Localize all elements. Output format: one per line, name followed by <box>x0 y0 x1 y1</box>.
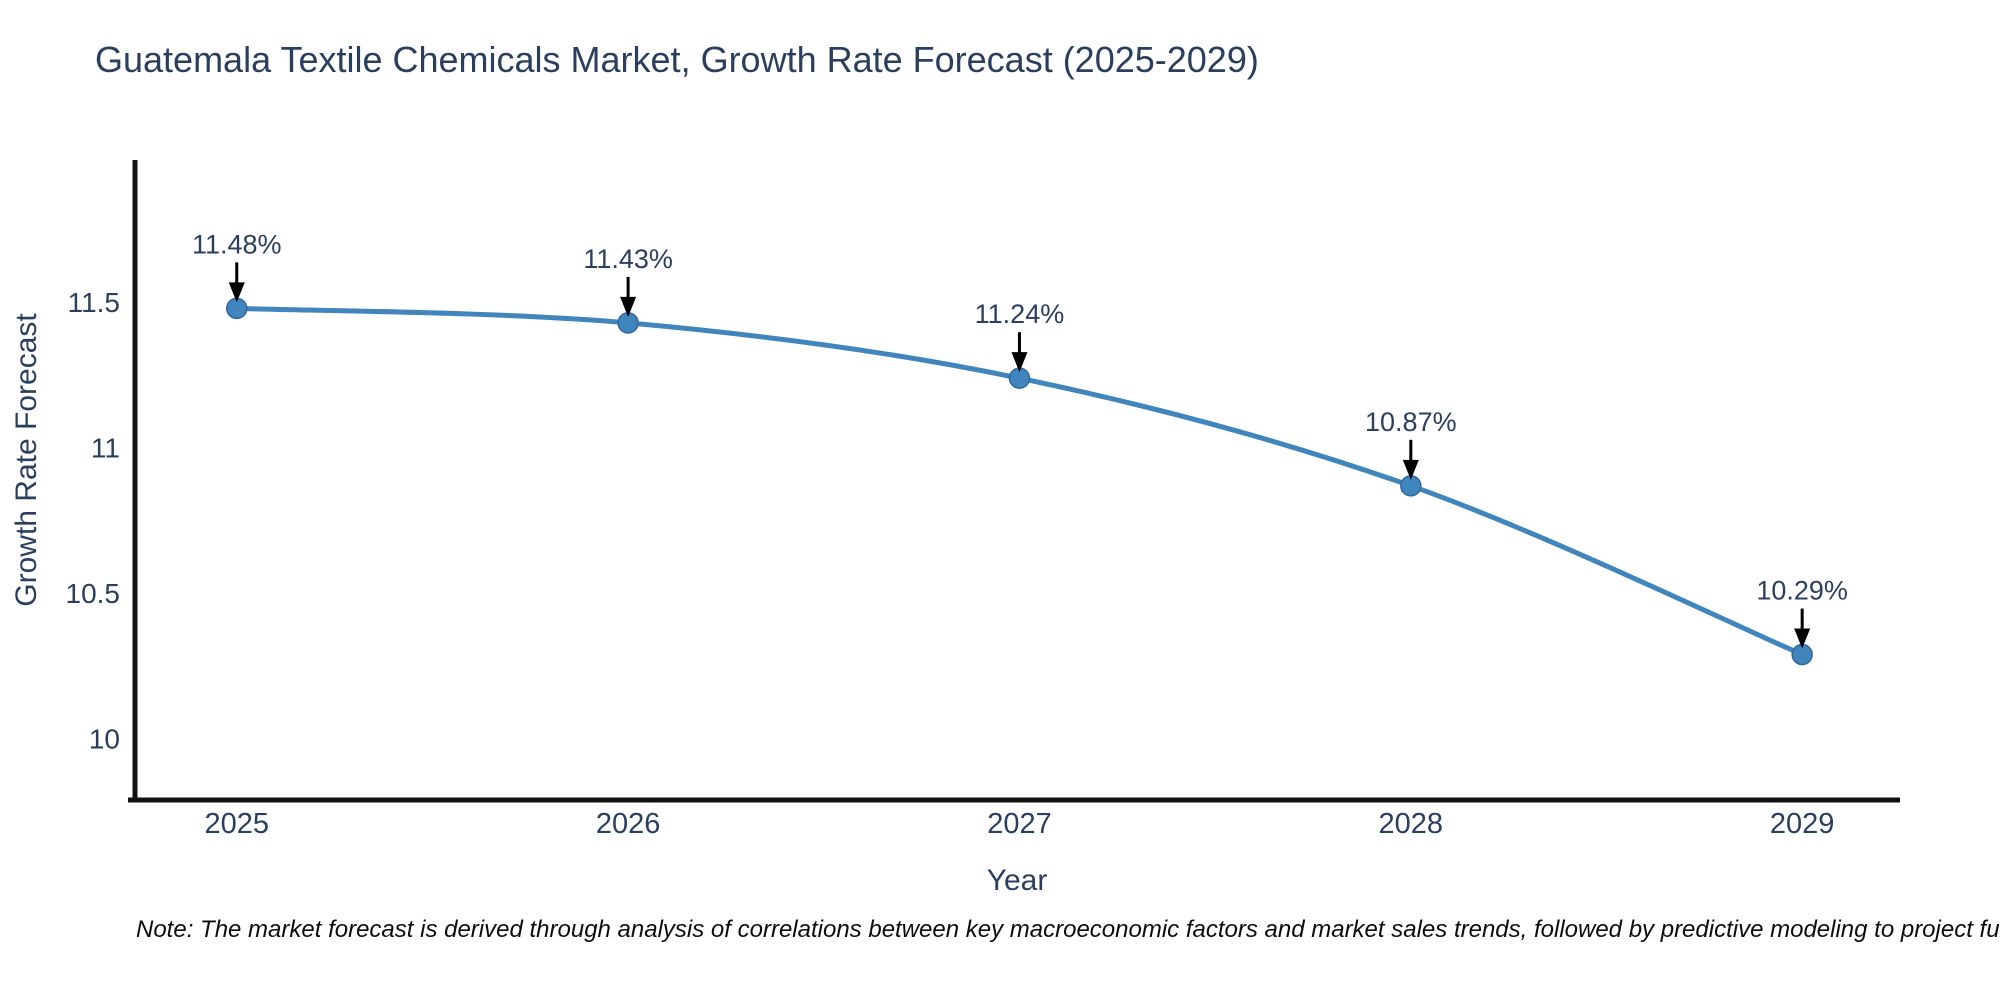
chart-footnote: Note: The market forecast is derived thr… <box>136 916 2000 943</box>
axes <box>128 160 1900 803</box>
data-label-annotation: 10.87% <box>1365 407 1457 480</box>
y-tick-labels: 11.5 11 10.5 10 <box>66 287 121 754</box>
y-axis-title: Growth Rate Forecast <box>10 313 43 607</box>
annotation-arrowhead-icon <box>1011 352 1028 373</box>
y-tick-label: 10 <box>89 723 120 754</box>
x-tick-label: 2026 <box>596 808 661 840</box>
x-tick-label: 2028 <box>1379 808 1444 840</box>
data-label: 11.24% <box>975 299 1065 329</box>
data-label-annotation: 11.43% <box>583 244 673 317</box>
annotation-arrowhead-icon <box>1794 628 1811 649</box>
y-tick-label: 11.5 <box>68 287 120 318</box>
x-tick-labels: 2025 2026 2027 2028 2029 <box>204 808 1834 840</box>
data-label: 10.87% <box>1365 407 1457 437</box>
data-label-annotation: 11.48% <box>192 229 282 303</box>
data-label-annotation: 10.29% <box>1756 576 1848 649</box>
y-tick-label: 10.5 <box>66 578 121 609</box>
data-label: 11.43% <box>583 244 673 274</box>
data-label: 10.29% <box>1756 576 1848 606</box>
x-tick-label: 2029 <box>1770 808 1835 840</box>
data-label: 11.48% <box>192 229 282 259</box>
x-tick-label: 2027 <box>987 808 1052 840</box>
x-tick-label: 2025 <box>204 808 269 840</box>
annotation-arrowhead-icon <box>620 296 637 317</box>
line-series <box>226 297 1813 666</box>
x-axis-title: Year <box>987 864 1048 897</box>
annotation-arrowhead-icon <box>228 282 245 303</box>
data-label-annotation: 11.24% <box>975 299 1065 373</box>
chart-title: Guatemala Textile Chemicals Market, Grow… <box>95 39 1259 80</box>
y-tick-label: 11 <box>91 433 120 464</box>
annotation-arrowhead-icon <box>1402 459 1419 480</box>
data-annotations: 11.48% 11.43% 11.24% 10.87% 10.29% <box>192 229 1848 649</box>
